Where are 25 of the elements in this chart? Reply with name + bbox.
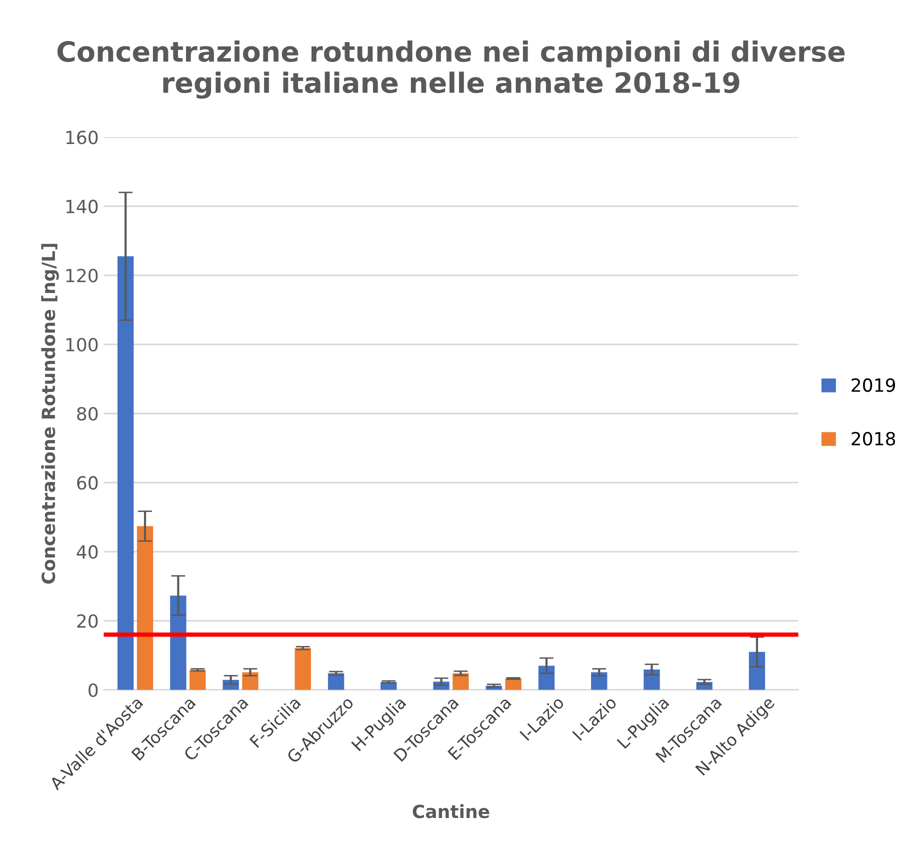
legend-label: 2018 (852, 432, 896, 446)
y-tick-label: 40 (76, 545, 98, 559)
y-tick-label: 100 (66, 338, 98, 352)
bar (294, 648, 311, 690)
y-tick-label: 120 (66, 268, 98, 282)
y-tick-label: 80 (77, 406, 98, 421)
bar (748, 652, 766, 690)
x-axis-title: Cantine (412, 804, 490, 818)
chart-title: Concentrazione rotundone nei campioni di diverse regioni italiane nelle annate 2018-19 (57, 40, 845, 99)
y-tick-label: 20 (77, 614, 98, 628)
y-tick-label: 160 (66, 130, 98, 144)
bar (136, 526, 154, 690)
bar (591, 672, 608, 690)
bar (242, 672, 258, 690)
bar (117, 256, 134, 690)
bar (538, 666, 555, 690)
y-tick-label: 60 (77, 476, 98, 490)
bar (170, 596, 186, 690)
y-tick-label: 0 (88, 683, 98, 697)
bar (644, 670, 660, 690)
bar (328, 673, 344, 690)
y-tick-label: 140 (66, 200, 98, 214)
bar (190, 670, 206, 690)
legend-label: 2019 (852, 378, 896, 392)
y-axis-title: Concentrazione Rotundone [ng/L] (41, 244, 59, 584)
